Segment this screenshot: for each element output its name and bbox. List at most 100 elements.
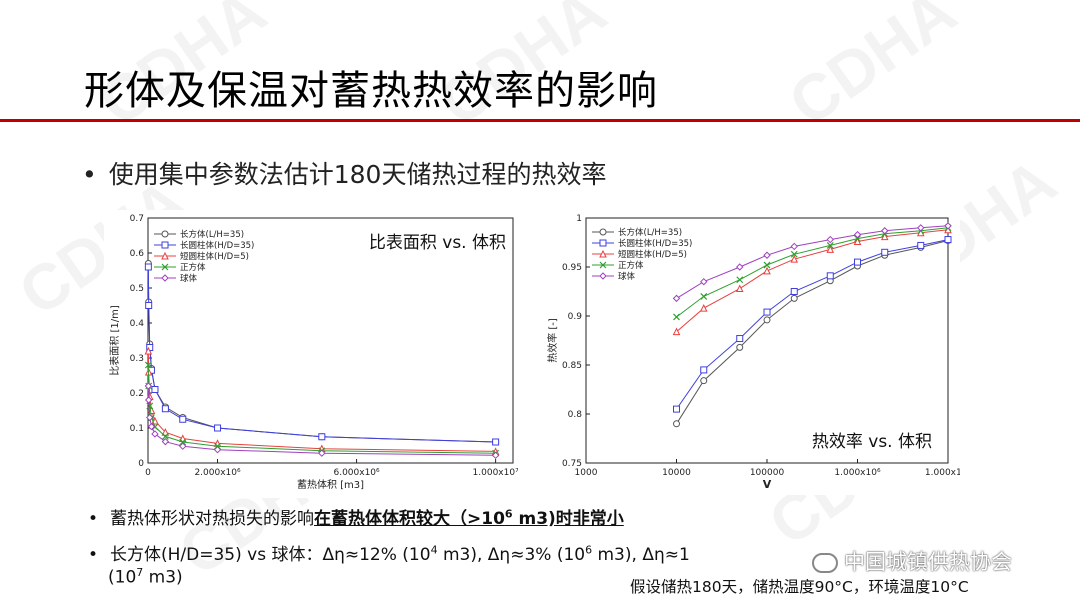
data-point bbox=[881, 227, 889, 235]
data-point bbox=[736, 276, 744, 284]
x-tick-label: 6.000x10⁶ bbox=[333, 468, 380, 478]
series-line bbox=[676, 225, 949, 299]
series-line bbox=[676, 229, 949, 333]
bullet-shape-effect: • 蓄热体形状对热损失的影响在蓄热体体积较大（>106 m3)时非常小 bbox=[88, 504, 624, 529]
chart-left-svg: 0 0.1 0.2 0.3 0.4 0.5 0.6 0.7 0 2.000x10⁶ 6.000x10… bbox=[108, 214, 519, 491]
bullet-shape-emph: 在蓄热体体积较大（>106 m3)时非常小 bbox=[314, 507, 624, 529]
x-tick-label: 2.000x10⁶ bbox=[194, 468, 241, 478]
data-point bbox=[736, 343, 744, 351]
bullet-comparison-text1: 长方体(H/D=35) vs 球体：Δη≈12% (10 bbox=[110, 545, 431, 565]
legend-entry: 正方体 bbox=[618, 260, 644, 271]
data-point bbox=[318, 449, 326, 457]
data-point bbox=[144, 346, 153, 355]
data-point bbox=[673, 405, 680, 413]
wechat-icon bbox=[812, 553, 838, 573]
bullet-comparison: • 长方体(H/D=35) vs 球体：Δη≈12% (104 m3), Δη≈3… bbox=[88, 540, 690, 565]
data-point bbox=[146, 413, 154, 422]
data-point bbox=[853, 237, 862, 246]
bullet-comparison-sup3: 7 bbox=[136, 566, 144, 579]
bullet-comparison-sup1: 4 bbox=[430, 543, 438, 557]
series-line bbox=[676, 227, 949, 318]
data-point bbox=[179, 415, 187, 423]
series-line bbox=[147, 385, 496, 456]
data-point bbox=[699, 304, 708, 312]
data-point bbox=[318, 433, 326, 441]
data-point bbox=[826, 242, 834, 249]
data-point bbox=[735, 284, 744, 293]
main-bullet: • 使用集中参数法估计180天储热过程的热效率 bbox=[82, 155, 606, 191]
data-point bbox=[826, 245, 835, 253]
y-tick-label: 0.9 bbox=[568, 312, 583, 322]
data-point bbox=[763, 251, 771, 259]
y-tick-label: 0.85 bbox=[562, 361, 582, 371]
y-tick-label: 0.7 bbox=[130, 214, 144, 224]
legend-entry: 短圆柱体(H/D=5) bbox=[180, 251, 249, 262]
y-tick-label: 0.5 bbox=[130, 284, 144, 294]
data-point bbox=[700, 277, 708, 286]
data-point bbox=[492, 438, 500, 446]
bullet-comparison-l2-post: m3) bbox=[143, 567, 183, 588]
legend-entry: 长方体(L/H=35) bbox=[618, 227, 682, 238]
y-tick-label: 0 bbox=[138, 459, 144, 469]
data-point bbox=[179, 442, 187, 450]
bullet-shape-emph-end: m3)时非常小 bbox=[512, 509, 624, 529]
x-axis-label: 蓄热体积 [m3] bbox=[297, 478, 364, 491]
page-title: 形体及保温对蓄热热效率的影响 bbox=[84, 68, 658, 114]
data-point bbox=[161, 437, 170, 446]
data-point bbox=[146, 402, 154, 410]
y-axis-label: 热效率 [-] bbox=[546, 318, 559, 363]
bullet-comparison-text2: m3), Δη≈3% (10 bbox=[437, 545, 586, 565]
x-tick-label: 1.000x10⁶ bbox=[834, 468, 881, 478]
data-point bbox=[763, 266, 771, 275]
data-point bbox=[151, 386, 159, 393]
y-tick-label: 0.3 bbox=[130, 354, 144, 364]
bullet-dot-icon: • bbox=[88, 509, 99, 529]
data-point bbox=[147, 422, 156, 431]
y-tick-label: 0.8 bbox=[568, 410, 583, 420]
y-axis-label: 比表面积 [1/m] bbox=[108, 305, 121, 376]
bullet-comparison-l2-pre: (10 bbox=[108, 567, 137, 588]
data-point bbox=[917, 241, 925, 249]
legend-entry: 球体 bbox=[180, 273, 198, 284]
data-point bbox=[917, 224, 925, 232]
legend-marker bbox=[161, 251, 169, 260]
data-point bbox=[161, 405, 169, 413]
bullet-shape-pre: 蓄热体形状对热损失的影响 bbox=[110, 509, 314, 529]
data-point bbox=[213, 445, 222, 454]
data-point bbox=[853, 230, 862, 239]
y-tick-label: 0.1 bbox=[130, 424, 144, 434]
bullet-dot-icon: • bbox=[88, 545, 99, 565]
wechat-text: 中国城镇供热协会 bbox=[844, 550, 1012, 574]
data-point bbox=[673, 313, 680, 321]
data-point bbox=[161, 432, 169, 440]
legend-marker bbox=[599, 249, 607, 258]
x-tick-label: 10000 bbox=[662, 468, 691, 478]
data-point bbox=[790, 255, 799, 263]
data-point bbox=[700, 366, 708, 374]
data-point bbox=[854, 258, 861, 266]
bullet-comparison-line2: (107 m3) bbox=[108, 566, 183, 588]
legend-marker bbox=[599, 239, 607, 247]
bullet-dot-icon: • bbox=[82, 160, 97, 189]
x-tick-label: 100000 bbox=[750, 468, 785, 478]
legend-marker bbox=[161, 230, 169, 238]
data-point bbox=[700, 377, 708, 385]
data-point bbox=[763, 261, 771, 269]
legend-marker bbox=[599, 228, 607, 236]
data-point bbox=[144, 396, 153, 404]
data-point bbox=[151, 430, 159, 438]
series-group bbox=[672, 222, 952, 303]
legend-marker bbox=[599, 261, 607, 269]
main-bullet-text: 使用集中参数法估计180天储热过程的热效率 bbox=[108, 160, 607, 189]
series-group bbox=[672, 225, 952, 336]
bullet-comparison-text3: m3), Δη≈1 bbox=[592, 545, 690, 565]
legend-entry: 长方体(L/H=35) bbox=[180, 229, 244, 240]
legend-entry: 正方体 bbox=[180, 262, 206, 273]
legend-entry: 长圆柱体(H/D=35) bbox=[180, 240, 254, 251]
data-point bbox=[214, 424, 222, 432]
legend-marker bbox=[599, 272, 607, 280]
legend-marker bbox=[161, 274, 169, 282]
x-axis-label: V bbox=[763, 478, 772, 491]
wechat-watermark: 中国城镇供热协会 bbox=[812, 546, 1012, 576]
